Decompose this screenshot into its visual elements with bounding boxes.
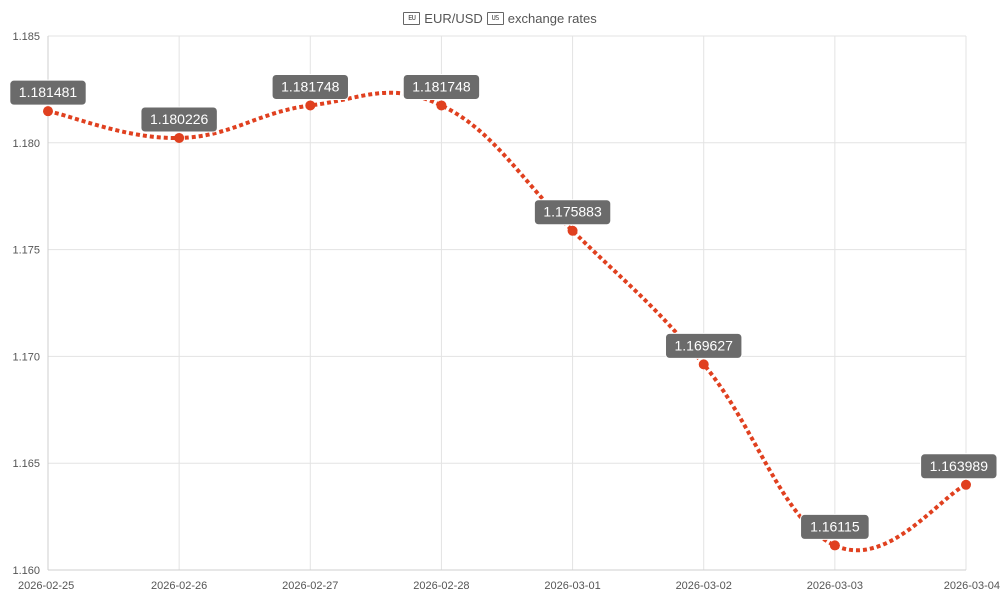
data-label: 1.169627	[675, 337, 734, 353]
data-label-box	[9, 79, 87, 106]
data-point	[961, 479, 971, 490]
y-tick-label: 1.165	[12, 458, 40, 470]
data-point	[698, 359, 709, 370]
y-tick-label: 1.185	[12, 31, 40, 43]
data-point	[436, 100, 447, 111]
data-point	[174, 132, 185, 143]
us-flag-icon: US	[486, 11, 504, 25]
data-label-box	[533, 199, 612, 226]
data-point	[567, 225, 578, 236]
data-label-box	[140, 106, 218, 133]
data-label: 1.163989	[930, 458, 989, 474]
series-line	[47, 90, 967, 553]
data-label-box	[920, 453, 998, 480]
chart-title-quote: exchange rates	[507, 10, 597, 26]
data-point	[829, 540, 840, 551]
y-tick-label: 1.180	[12, 138, 40, 150]
y-tick-label: 1.160	[12, 565, 40, 577]
data-label: 1.180226	[150, 111, 209, 127]
data-label-box	[800, 513, 870, 540]
data-label: 1.181748	[281, 78, 340, 94]
x-tick-label: 2026-02-25	[18, 580, 74, 592]
x-tick-label: 2026-02-26	[151, 580, 207, 592]
data-point	[305, 100, 316, 111]
data-label: 1.181481	[19, 84, 78, 100]
x-tick-label: 2026-03-03	[807, 580, 863, 592]
x-tick-label: 2026-03-02	[676, 580, 732, 592]
data-label: 1.181748	[412, 78, 471, 94]
data-label: 1.175883	[543, 204, 602, 220]
data-label-box	[402, 73, 481, 100]
y-tick-label: 1.175	[12, 245, 40, 257]
data-label-box	[271, 73, 349, 100]
eu-flag-icon: EU	[403, 11, 421, 25]
x-tick-label: 2026-02-27	[282, 580, 338, 592]
x-tick-label: 2026-02-28	[413, 580, 469, 592]
y-tick-label: 1.170	[12, 351, 40, 363]
chart-title: EU EUR/USD US exchange rates	[0, 8, 1000, 28]
x-tick-label: 2026-03-01	[544, 580, 600, 592]
data-label: 1.16115	[810, 518, 860, 534]
x-tick-label: 2026-03-04	[944, 580, 1000, 592]
data-label-box	[665, 332, 743, 359]
chart-title-base: EUR/USD	[424, 10, 483, 26]
data-point	[43, 106, 53, 117]
